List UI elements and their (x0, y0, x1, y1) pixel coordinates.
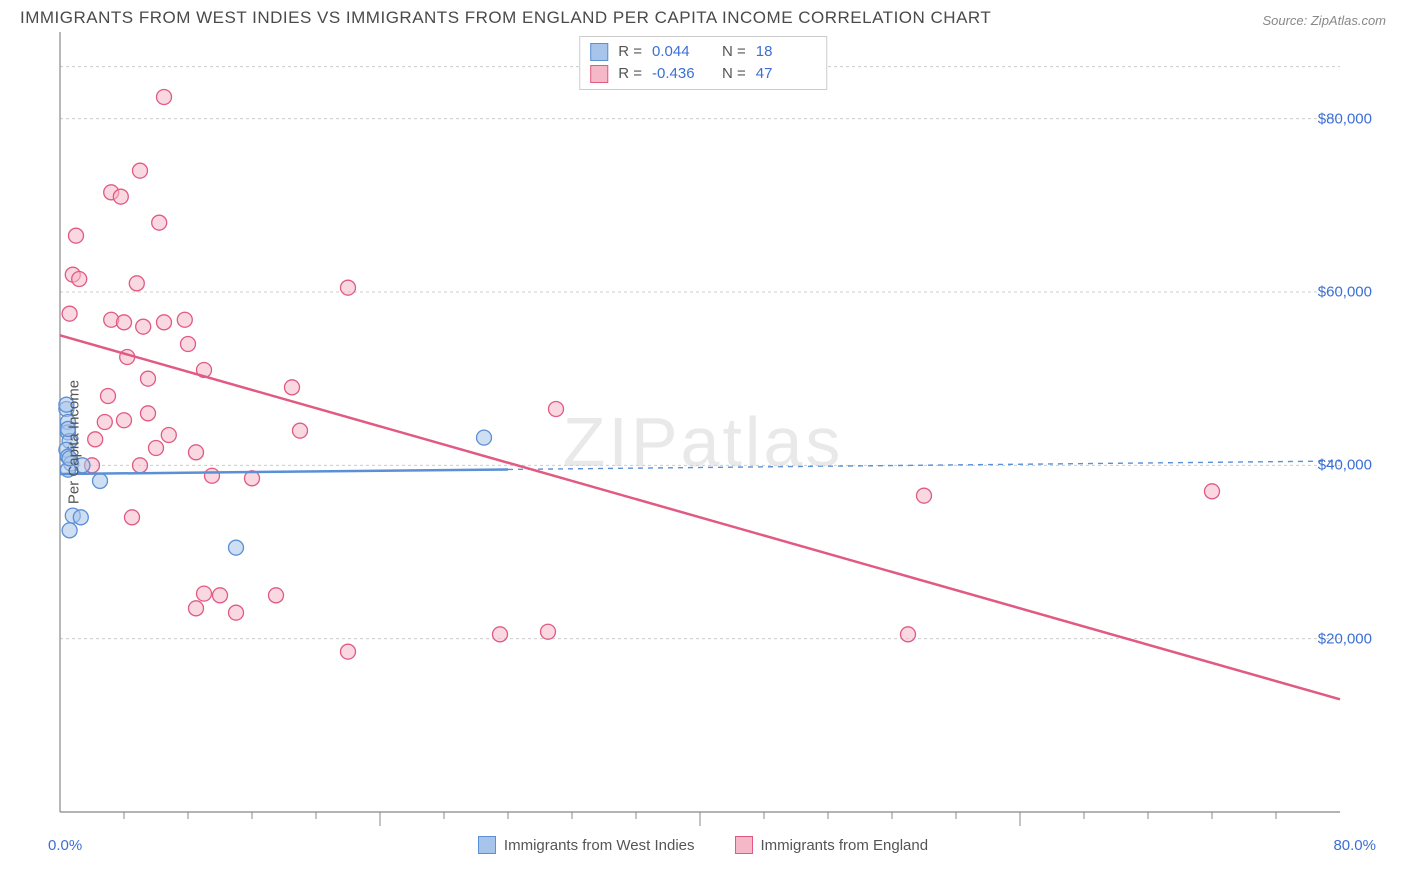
y-tick-label: $40,000 (1318, 457, 1372, 474)
legend-label: Immigrants from West Indies (504, 837, 695, 854)
source-label: Source: ZipAtlas.com (1262, 13, 1386, 28)
legend-item: Immigrants from England (735, 836, 929, 854)
y-axis-label: Per Capita Income (66, 380, 83, 504)
series-legend: Immigrants from West Indies Immigrants fr… (20, 836, 1386, 854)
stats-legend-row: R = -0.436N = 47 (590, 63, 816, 85)
stats-legend: R = 0.044N = 18R = -0.436N = 47 (579, 36, 827, 90)
legend-swatch (478, 836, 496, 854)
y-tick-label: $60,000 (1318, 284, 1372, 301)
chart-area: Per Capita Income ZIPatlas R = 0.044N = … (20, 32, 1386, 852)
stats-legend-row: R = 0.044N = 18 (590, 41, 816, 63)
legend-item: Immigrants from West Indies (478, 836, 695, 854)
scatter-chart (20, 32, 1346, 832)
chart-title: IMMIGRANTS FROM WEST INDIES VS IMMIGRANT… (20, 8, 991, 28)
legend-swatch (590, 43, 608, 61)
legend-swatch (590, 65, 608, 83)
legend-label: Immigrants from England (761, 837, 929, 854)
y-tick-label: $80,000 (1318, 110, 1372, 127)
y-tick-label: $20,000 (1318, 630, 1372, 647)
legend-swatch (735, 836, 753, 854)
